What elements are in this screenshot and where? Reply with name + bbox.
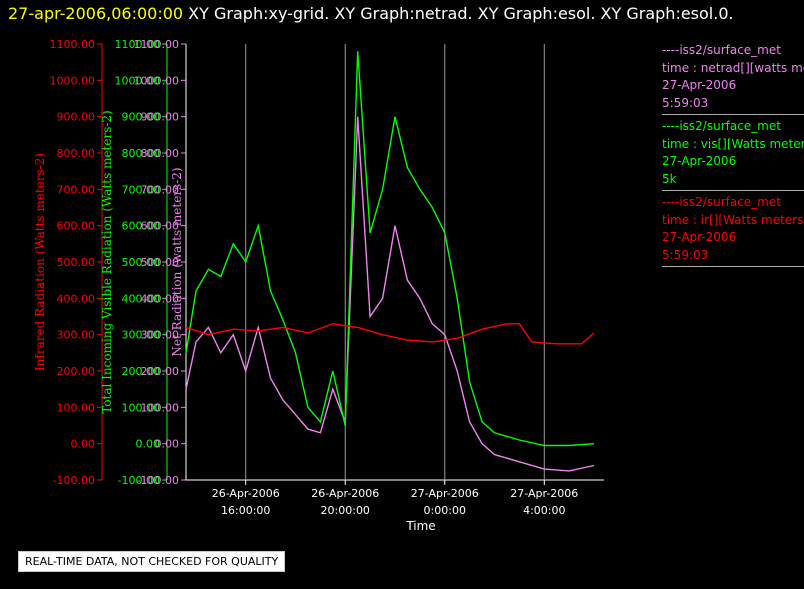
- y-tick-label: 500.00: [122, 256, 161, 269]
- y-axis-label: Infrared Radiation (Watts meters-2): [33, 153, 47, 371]
- x-axis-label: Time: [405, 519, 435, 533]
- y-tick-label: 1100.00: [115, 38, 161, 51]
- title-timestamp: 27-apr-2006,06:00:00: [8, 4, 184, 23]
- y-tick-label: 300.00: [141, 329, 180, 342]
- x-tick-label: 16:00:00: [221, 504, 270, 517]
- y-tick-label: 900.00: [141, 111, 180, 124]
- y-axis-label: Net Radiation (watts meters-2): [170, 167, 184, 356]
- chart-title: 27-apr-2006,06:00:00 XY Graph:xy-grid. X…: [8, 4, 734, 23]
- x-tick-label: 27-Apr-2006: [411, 487, 479, 500]
- x-tick-label: 27-Apr-2006: [510, 487, 578, 500]
- series-line-netrad: [185, 116, 595, 472]
- y-tick-label: 400.00: [141, 292, 180, 305]
- y-tick-label: 700.00: [141, 183, 180, 196]
- y-tick-label: -100.00: [53, 474, 95, 487]
- y-tick-label: 800.00: [122, 147, 161, 160]
- y-tick-label: 0.00: [155, 438, 180, 451]
- y-tick-label: 1000.00: [134, 74, 180, 87]
- legend-variable: time : netrad[][watts meters: [662, 60, 804, 75]
- y-tick-label: 500.00: [141, 256, 180, 269]
- y-tick-label: 100.00: [57, 401, 96, 414]
- y-tick-label: 900.00: [122, 111, 161, 124]
- legend-time: 5:59:03: [662, 247, 709, 262]
- legend-date: 27-Apr-2006: [662, 78, 737, 92]
- y-tick-label: 500.00: [57, 256, 96, 269]
- legend-variable: time : ir[][Watts meters: [662, 212, 804, 227]
- y-tick-label: 900.00: [57, 111, 96, 124]
- y-tick-label: -100.00: [118, 474, 160, 487]
- y-tick-label: 0.00: [71, 438, 96, 451]
- legend-time: 5:59:03: [662, 95, 709, 110]
- legend-source: ----iss2/surface_met: [662, 195, 781, 209]
- y-tick-label: 600.00: [57, 220, 96, 233]
- y-tick-label: 600.00: [141, 220, 180, 233]
- y-tick-label: 1100.00: [50, 38, 96, 51]
- y-tick-label: 100.00: [141, 401, 180, 414]
- x-tick-label: 4:00:00: [523, 504, 565, 517]
- y-tick-label: 600.00: [122, 220, 161, 233]
- legend-source: ----iss2/surface_met: [662, 43, 781, 57]
- y-tick-label: 1000.00: [115, 74, 161, 87]
- x-tick-label: 26-Apr-2006: [212, 487, 280, 500]
- y-tick-label: 200.00: [122, 365, 161, 378]
- y-tick-label: 1100.00: [134, 38, 180, 51]
- quality-disclaimer: REAL-TIME DATA, NOT CHECKED FOR QUALITY: [18, 551, 286, 572]
- legend: ----iss2/surface_met time : netrad[][wat…: [662, 42, 804, 270]
- series-line-vis: [185, 51, 595, 447]
- y-tick-label: 1000.00: [50, 74, 96, 87]
- y-tick-label: 300.00: [57, 329, 96, 342]
- y-tick-label: 200.00: [57, 365, 96, 378]
- y-tick-label: 0.00: [136, 438, 161, 451]
- title-graph-names: XY Graph:xy-grid. XY Graph:netrad. XY Gr…: [183, 4, 734, 23]
- legend-time: 5k: [662, 171, 677, 186]
- legend-entry-netrad: ----iss2/surface_met time : netrad[][wat…: [662, 42, 804, 115]
- legend-variable: time : vis[][Watts meters: [662, 136, 804, 151]
- y-tick-label: 700.00: [57, 183, 96, 196]
- x-tick-label: 20:00:00: [321, 504, 370, 517]
- legend-date: 27-Apr-2006: [662, 154, 737, 168]
- y-tick-label: 400.00: [57, 292, 96, 305]
- legend-entry-vis: ----iss2/surface_met time : vis[][Watts …: [662, 118, 804, 191]
- y-tick-label: 100.00: [122, 401, 161, 414]
- y-tick-label: 400.00: [122, 292, 161, 305]
- y-tick-label: 300.00: [122, 329, 161, 342]
- y-tick-label: 800.00: [141, 147, 180, 160]
- y-axis-label: Total Incoming Visible Radiation (Watts …: [100, 110, 114, 414]
- legend-entry-ir: ----iss2/surface_met time : ir[][Watts m…: [662, 194, 804, 267]
- y-tick-label: 800.00: [57, 147, 96, 160]
- y-tick-label: 200.00: [141, 365, 180, 378]
- legend-date: 27-Apr-2006: [662, 230, 737, 244]
- x-tick-label: 26-Apr-2006: [311, 487, 379, 500]
- legend-source: ----iss2/surface_met: [662, 119, 781, 133]
- y-tick-label: 700.00: [122, 183, 161, 196]
- y-tick-label: -100.00: [137, 474, 179, 487]
- series-line-ir: [185, 323, 595, 345]
- x-tick-label: 0:00:00: [424, 504, 466, 517]
